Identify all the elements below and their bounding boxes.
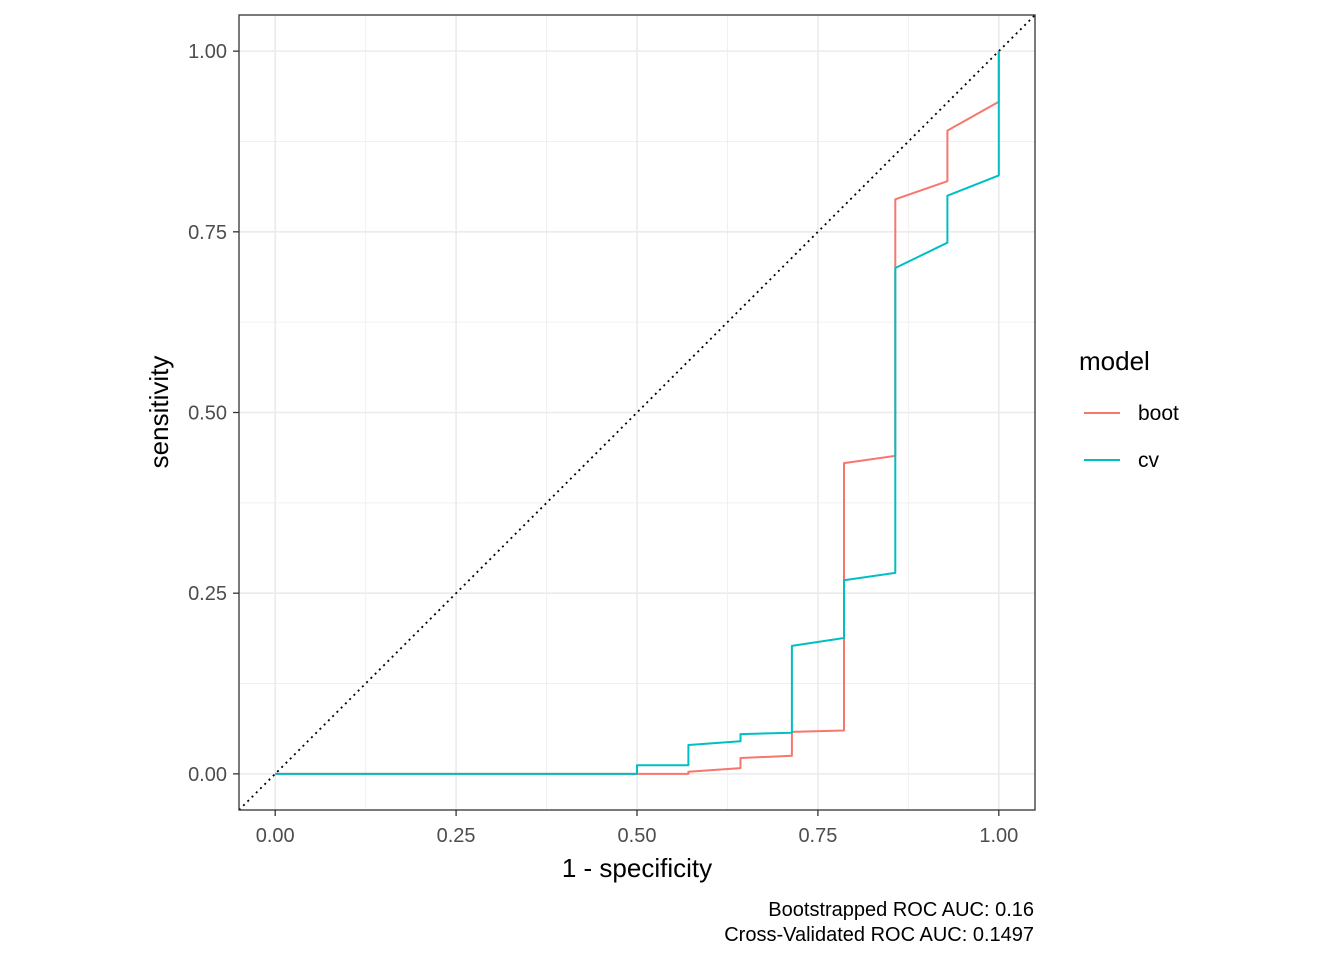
x-tick-label-2: 0.50 xyxy=(618,825,657,847)
x-tick-label-1: 0.25 xyxy=(437,825,476,847)
x-tick-label-0: 0.00 xyxy=(256,825,295,847)
legend: model boot cv xyxy=(1079,346,1179,472)
x-axis-ticks: 0.00 0.25 0.50 0.75 1.00 xyxy=(256,810,1018,847)
series-lines xyxy=(275,51,1000,775)
reference-line xyxy=(238,14,1036,811)
x-axis-title: 1 - specificity xyxy=(562,853,712,883)
y-tick-label-4: 1.00 xyxy=(188,41,227,63)
diagonal-reference-line xyxy=(238,14,1036,811)
x-tick-label-4: 1.00 xyxy=(979,825,1018,847)
legend-label-boot: boot xyxy=(1138,402,1179,425)
y-tick-label-2: 0.50 xyxy=(188,403,227,425)
x-tick-label-3: 0.75 xyxy=(798,825,837,847)
y-tick-label-0: 0.00 xyxy=(188,764,227,786)
caption-bootstrapped-auc: Bootstrapped ROC AUC: 0.16 xyxy=(768,899,1034,921)
legend-label-cv: cv xyxy=(1138,449,1160,472)
y-tick-label-3: 0.75 xyxy=(188,222,227,244)
y-tick-label-1: 0.25 xyxy=(188,583,227,605)
y-axis-ticks: 0.00 0.25 0.50 0.75 1.00 xyxy=(188,41,239,786)
caption-cv-auc: Cross-Validated ROC AUC: 0.1497 xyxy=(724,924,1034,946)
y-axis-title: sensitivity xyxy=(144,356,174,469)
series-line-cv xyxy=(275,51,1000,775)
legend-title: model xyxy=(1079,346,1150,376)
series-line-boot xyxy=(275,51,1000,775)
